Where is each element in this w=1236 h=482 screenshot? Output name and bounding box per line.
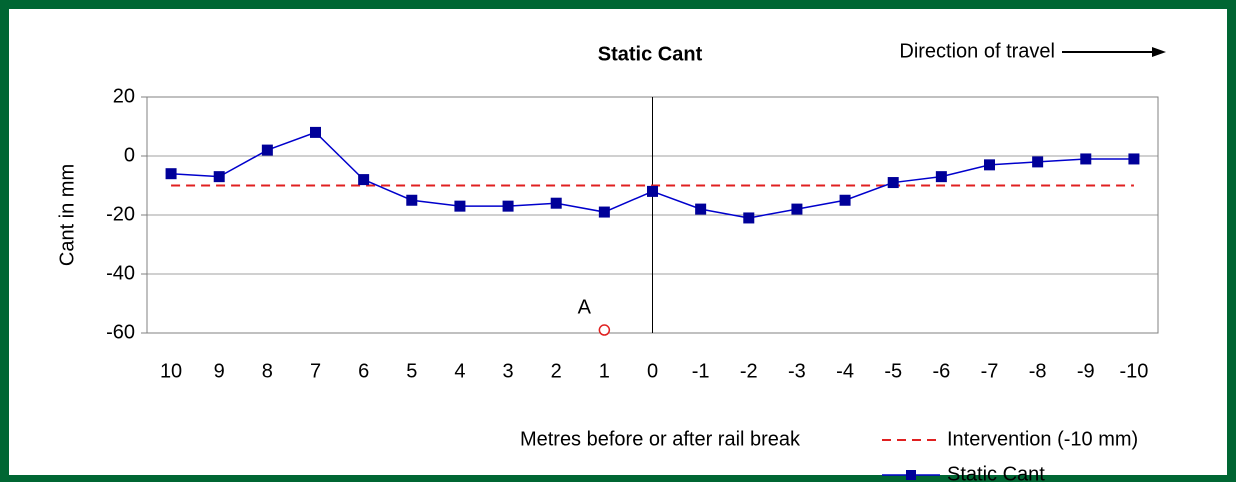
- point-marker: [1128, 153, 1140, 165]
- y-tick-label: 20: [113, 85, 135, 107]
- point-marker: [406, 194, 418, 206]
- x-tick-label: -3: [788, 360, 806, 382]
- point-marker: [1032, 156, 1044, 168]
- y-tick-label: -40: [106, 262, 135, 284]
- point-marker: [310, 126, 321, 138]
- point-marker: [598, 206, 610, 218]
- x-tick-label: 9: [214, 360, 225, 382]
- panel: [9, 9, 1227, 475]
- point-marker: [165, 168, 177, 180]
- chart-title: Static Cant: [598, 43, 703, 65]
- point-marker: [550, 197, 562, 209]
- x-tick-label: 4: [454, 360, 465, 382]
- x-tick-label: 2: [551, 360, 562, 382]
- x-tick-label: 3: [503, 360, 514, 382]
- x-tick-label: 8: [262, 360, 273, 382]
- x-tick-label: 5: [406, 360, 417, 382]
- point-marker: [791, 203, 803, 215]
- x-tick-label: -2: [740, 360, 758, 382]
- point-marker: [935, 171, 947, 183]
- point-marker: [213, 171, 225, 183]
- legend-marker: [906, 470, 916, 480]
- x-tick-label: 1: [599, 360, 610, 382]
- point-marker: [502, 200, 514, 212]
- y-axis-label: Cant in mm: [56, 164, 78, 266]
- x-tick-label: -7: [981, 360, 999, 382]
- point-marker: [839, 194, 851, 206]
- point-marker: [984, 159, 995, 171]
- x-tick-label: 10: [160, 360, 182, 382]
- point-marker: [261, 144, 273, 156]
- point-marker: [358, 174, 370, 186]
- legend-label: Intervention (-10 mm): [947, 428, 1138, 450]
- x-tick-label: -4: [836, 360, 854, 382]
- point-marker: [695, 203, 707, 215]
- point-marker: [647, 185, 658, 197]
- x-tick-label: -5: [884, 360, 902, 382]
- x-tick-label: -9: [1077, 360, 1095, 382]
- x-tick-label: -6: [932, 360, 950, 382]
- legend-label: Static Cant: [947, 463, 1045, 482]
- annotation-point: [598, 324, 611, 336]
- x-tick-label: 7: [310, 360, 321, 382]
- point-marker: [887, 177, 899, 189]
- x-tick-label: 6: [358, 360, 369, 382]
- x-tick-label: -1: [692, 360, 710, 382]
- direction-label: Direction of travel: [899, 40, 1055, 62]
- x-tick-label: -10: [1119, 360, 1148, 382]
- point-marker: [454, 200, 466, 212]
- y-tick-label: -20: [106, 203, 135, 225]
- x-tick-label: 0: [647, 360, 658, 382]
- point-marker: [743, 212, 755, 224]
- point-marker: [1080, 153, 1092, 165]
- y-tick-label: 0: [124, 144, 135, 166]
- direction-arrowhead: [1152, 47, 1166, 57]
- y-tick-label: -60: [106, 321, 135, 343]
- x-tick-label: -8: [1029, 360, 1047, 382]
- annotation-label: A: [578, 296, 592, 318]
- x-axis-label: Metres before or after rail break: [520, 428, 801, 450]
